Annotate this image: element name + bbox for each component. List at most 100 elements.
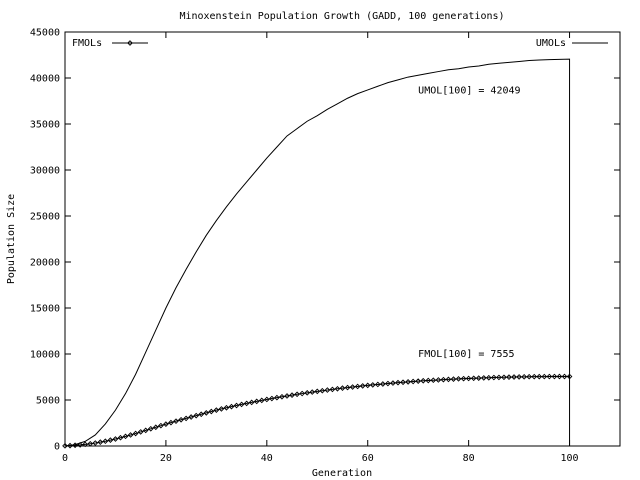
data-point	[385, 380, 391, 387]
data-point	[496, 374, 502, 381]
data-point	[152, 424, 159, 431]
data-point	[455, 376, 462, 382]
data-point	[470, 375, 477, 382]
data-point	[183, 415, 189, 422]
data-point	[248, 399, 255, 406]
data-point	[117, 434, 124, 441]
series-line-umols	[64, 58, 571, 447]
data-point	[147, 425, 154, 432]
data-point	[405, 379, 411, 385]
chart-title: Minoxenstein Population Growth (GADD, 10…	[179, 11, 504, 22]
data-point	[374, 381, 381, 388]
data-point	[329, 386, 336, 393]
x-tick-label: 40	[261, 453, 273, 464]
y-tick-label: 45000	[30, 28, 60, 39]
series-layer	[62, 58, 573, 449]
y-tick-label: 25000	[30, 212, 60, 223]
data-point	[475, 375, 482, 381]
data-point	[521, 373, 527, 380]
data-point	[334, 385, 341, 392]
data-point	[354, 383, 361, 390]
data-point	[213, 407, 220, 413]
data-point	[263, 396, 270, 403]
series-line-fmols	[64, 375, 570, 447]
x-axis: 0 20 40 60 80 100	[62, 32, 579, 464]
data-point	[299, 390, 305, 397]
data-point	[87, 440, 94, 447]
data-point	[188, 414, 194, 420]
data-point	[142, 427, 149, 434]
data-point	[178, 416, 184, 423]
data-point	[274, 394, 280, 401]
data-point	[480, 375, 487, 381]
y-tick-label: 10000	[30, 350, 60, 361]
data-point	[556, 373, 563, 380]
data-point	[561, 373, 568, 380]
data-point	[324, 387, 331, 393]
y-axis-label: Population Size	[6, 194, 17, 284]
data-point	[506, 374, 512, 380]
data-point	[395, 379, 401, 386]
data-point	[450, 376, 457, 382]
data-point	[193, 412, 200, 419]
data-point	[163, 421, 169, 427]
data-point	[173, 418, 179, 424]
data-point	[132, 430, 139, 437]
data-point	[304, 389, 311, 396]
series-markers-fmols	[62, 373, 573, 449]
data-point	[551, 373, 558, 380]
x-tick-label: 20	[160, 453, 172, 464]
data-point	[485, 374, 492, 381]
data-point	[364, 382, 371, 389]
data-point	[294, 391, 300, 398]
data-point	[198, 411, 205, 418]
y-tick-label: 40000	[30, 74, 60, 85]
data-point	[339, 385, 346, 391]
annotation-label: UMOL[100] = 42049	[418, 86, 520, 97]
annotations: UMOL[100] = 42049 FMOL[100] = 7555	[418, 86, 520, 360]
data-point	[425, 377, 432, 384]
data-point	[208, 408, 215, 415]
plot-frame	[64, 31, 621, 447]
data-point	[369, 382, 376, 388]
data-point	[92, 440, 99, 446]
legend-label-fmols: FMOLs	[72, 38, 102, 49]
data-point	[102, 438, 109, 445]
data-point	[531, 373, 538, 380]
data-point	[112, 436, 119, 442]
data-point	[491, 374, 497, 381]
data-point	[253, 398, 260, 405]
data-point	[420, 377, 427, 384]
data-point	[430, 377, 437, 384]
data-point	[319, 387, 326, 394]
data-point	[541, 373, 548, 380]
data-point	[314, 388, 321, 395]
data-point	[62, 442, 68, 449]
data-point	[359, 383, 366, 389]
data-point	[349, 384, 356, 390]
data-point	[269, 395, 275, 402]
data-point	[440, 376, 447, 383]
data-point	[445, 376, 452, 383]
data-point	[223, 404, 230, 411]
y-tick-label: 5000	[36, 396, 60, 407]
data-point	[122, 433, 129, 440]
legend-label-umols: UMOLs	[536, 38, 566, 49]
data-point	[158, 422, 164, 429]
data-point	[243, 400, 250, 407]
y-tick-label: 35000	[30, 120, 60, 131]
x-tick-label: 0	[62, 453, 68, 464]
y-axis: 0 5000 10000 15000 20000 25000 30000 35000 40000…	[30, 28, 620, 453]
data-point	[526, 373, 533, 380]
data-point	[107, 437, 114, 443]
data-point	[279, 393, 285, 400]
x-tick-label: 60	[362, 453, 374, 464]
data-point	[233, 402, 240, 409]
x-tick-label: 80	[463, 453, 475, 464]
data-point	[390, 380, 396, 386]
legend: FMOLs UMOLs	[72, 38, 608, 49]
data-point	[284, 393, 290, 399]
data-point	[435, 377, 442, 383]
data-point	[137, 429, 144, 435]
